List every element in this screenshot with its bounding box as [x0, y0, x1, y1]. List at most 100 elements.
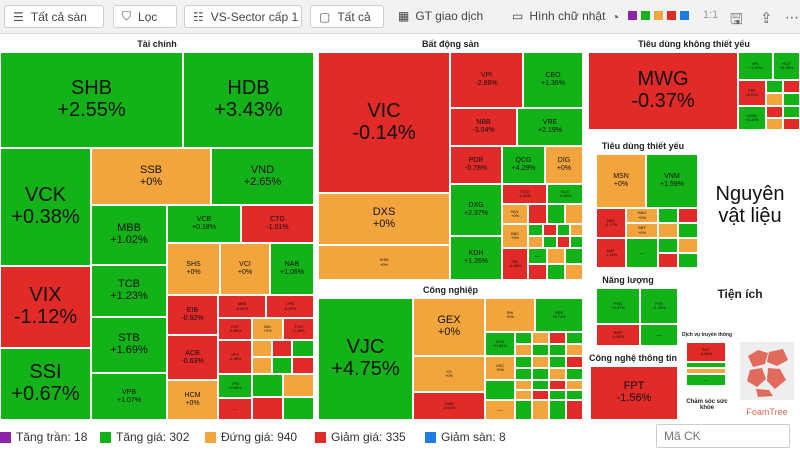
tile-dbc[interactable]: DBC -0.17%: [596, 208, 626, 238]
tile-ind-small-26[interactable]: [515, 400, 532, 420]
tile-pdr[interactable]: PDR -0.78%: [450, 146, 502, 184]
tile-disc-small-6[interactable]: [783, 106, 800, 118]
tile-ind-small-7[interactable]: [549, 344, 566, 356]
tile-vcg[interactable]: VCG +0.84%: [485, 332, 515, 356]
tile-lpb[interactable]: LPB -0.45%: [266, 295, 314, 318]
tile-vcb[interactable]: VCB +0.18%: [167, 205, 241, 243]
scope-select[interactable]: ▢ Tất cả: [310, 5, 384, 28]
share-icon[interactable]: ⇪: [760, 10, 773, 27]
tile-kbc[interactable]: KBC +0%: [502, 224, 528, 248]
tile-ind-small-11[interactable]: [549, 356, 566, 368]
tile-ctg[interactable]: CTG -1.01%: [241, 205, 314, 243]
tile-ind-small-4[interactable]: [566, 332, 583, 344]
tile-vci[interactable]: VCI +0%: [220, 243, 270, 295]
tile-vjc[interactable]: VJC +4.75%: [318, 298, 413, 420]
tile-vre[interactable]: VRE +2.19%: [517, 108, 583, 146]
tile-ind-small-1[interactable]: [515, 332, 532, 344]
tile-nab[interactable]: NAB +1.06%: [270, 243, 314, 295]
tile-re-small-13[interactable]: [565, 248, 583, 264]
swatch-floor[interactable]: [680, 11, 689, 20]
tile-fin-more[interactable]: ...: [218, 398, 252, 420]
stock-search-input[interactable]: [656, 424, 790, 448]
save-icon[interactable]: 🖫: [730, 11, 743, 28]
tile-disc-small-4[interactable]: [783, 93, 800, 106]
tile-msn[interactable]: MSN +0%: [596, 154, 646, 208]
tile-bid[interactable]: BID +0%: [252, 318, 283, 340]
tile-ind-small-24[interactable]: [549, 390, 566, 400]
tile-stp-small-1[interactable]: [658, 208, 678, 223]
tile-re-small-3[interactable]: [565, 204, 583, 224]
tile-stp-small-6[interactable]: [678, 238, 698, 253]
tile-stb[interactable]: STB +1.69%: [91, 317, 167, 373]
tile-ind-small-29[interactable]: [566, 400, 583, 420]
tile-shs[interactable]: SHS +0%: [167, 243, 220, 295]
tile-fin-small-6[interactable]: [292, 357, 314, 374]
tile-mbb[interactable]: MBB +1.02%: [91, 205, 167, 265]
tile-ind-small-12[interactable]: [566, 356, 583, 368]
tile-ssl[interactable]: SSL -0.28%: [502, 248, 528, 280]
tile-dxg[interactable]: DXG +2.37%: [450, 184, 502, 236]
tile-hag[interactable]: HAG +0%: [626, 208, 658, 223]
tile-tel-more[interactable]: ...: [686, 374, 726, 386]
tile-gmd[interactable]: GMD -0.51%: [413, 392, 485, 420]
tile-vpx[interactable]: VPX -2.36%: [218, 340, 252, 374]
tile-nlg[interactable]: NLG -0.49%: [547, 184, 583, 204]
tile-tcb[interactable]: TCB +1.23%: [91, 265, 167, 317]
tile-dgw[interactable]: DGW +2.32%: [738, 106, 766, 130]
filter-button[interactable]: ⛉ Lọc: [113, 5, 177, 28]
swatch-ceiling[interactable]: [628, 11, 637, 20]
tile-shi[interactable]: SHI +0%: [485, 298, 535, 332]
tile-stp-small-7[interactable]: [658, 253, 678, 268]
tile-ind-small-16[interactable]: [566, 368, 583, 380]
shape-select[interactable]: ▭ Hình chữ nhật: [512, 9, 606, 23]
tile-vpl[interactable]: VPL +1.02%: [738, 52, 773, 80]
tile-fin-small-8[interactable]: [283, 374, 314, 397]
tile-vsc[interactable]: VSC +0%: [485, 356, 515, 380]
swatch-up[interactable]: [641, 11, 650, 20]
tile-hut[interactable]: HUT +5.35%: [773, 52, 800, 80]
tile-fpt[interactable]: FPT -1.56%: [590, 366, 678, 420]
tile-ind-small-9[interactable]: [515, 356, 532, 368]
tile-dxs[interactable]: DXS +0%: [318, 193, 450, 245]
tile-gex[interactable]: GEX +0%: [413, 298, 485, 356]
tile-ind-small-15[interactable]: [549, 368, 566, 380]
tile-sgt[interactable]: SGT -2.56%: [686, 342, 726, 362]
tile-gee[interactable]: GEE +5.74%: [535, 298, 583, 332]
sector-label-materials[interactable]: Nguyên vật liệu: [715, 183, 785, 227]
tile-ind-small-19[interactable]: [532, 380, 549, 390]
tile-stp-small-4[interactable]: [678, 223, 698, 238]
tile-stp-small-2[interactable]: [678, 208, 698, 223]
tile-pvs[interactable]: PVS +1.25%: [640, 288, 678, 324]
tile-ind-more[interactable]: ...: [485, 400, 515, 420]
tile-fin-small-7[interactable]: [252, 374, 283, 397]
tile-vpb[interactable]: VPB +1.07%: [91, 373, 167, 420]
tile-ssi[interactable]: SSI +0.67%: [0, 348, 91, 420]
tile-stp-more[interactable]: ...: [626, 238, 658, 268]
tile-re-small-10[interactable]: [557, 236, 570, 248]
tile-tel-small-1[interactable]: [686, 362, 726, 368]
tile-fin-small-10[interactable]: [283, 397, 314, 420]
tile-mwg[interactable]: MWG -0.37%: [588, 52, 738, 130]
tile-stp-small-8[interactable]: [678, 253, 698, 268]
tile-disc-small-1[interactable]: [766, 80, 783, 93]
tile-vix[interactable]: VIX -1.12%: [0, 266, 91, 348]
tile-ceo[interactable]: CEO +1.36%: [523, 52, 583, 108]
metric-select[interactable]: ▦ GT giao dịch: [398, 9, 484, 23]
tile-fin-small-3[interactable]: [292, 340, 314, 357]
tile-re-small-8[interactable]: [528, 236, 543, 248]
tile-frt[interactable]: FRT -0.21%: [738, 80, 766, 106]
tile-sbt[interactable]: SBT +0%: [626, 223, 658, 238]
tile-re-small-5[interactable]: [543, 224, 557, 236]
tile-acb[interactable]: ACB -0.63%: [167, 335, 218, 380]
tile-bsr[interactable]: BSR -0.55%: [596, 324, 640, 346]
tile-fin-small-4[interactable]: [252, 357, 272, 374]
tile-re-small-12[interactable]: [547, 248, 565, 264]
tile-ind-small-5[interactable]: [515, 344, 532, 356]
tile-tel-small-2[interactable]: [686, 368, 726, 374]
tile-re-small-2[interactable]: [547, 204, 565, 224]
tile-fin-small-9[interactable]: [252, 397, 283, 420]
tile-tch-fin[interactable]: TCH -1.18%: [283, 318, 314, 340]
tile-hdb[interactable]: HDB +3.43%: [183, 52, 314, 148]
tile-fin-small-5[interactable]: [272, 357, 292, 374]
tile-ind-small-25[interactable]: [566, 390, 583, 400]
